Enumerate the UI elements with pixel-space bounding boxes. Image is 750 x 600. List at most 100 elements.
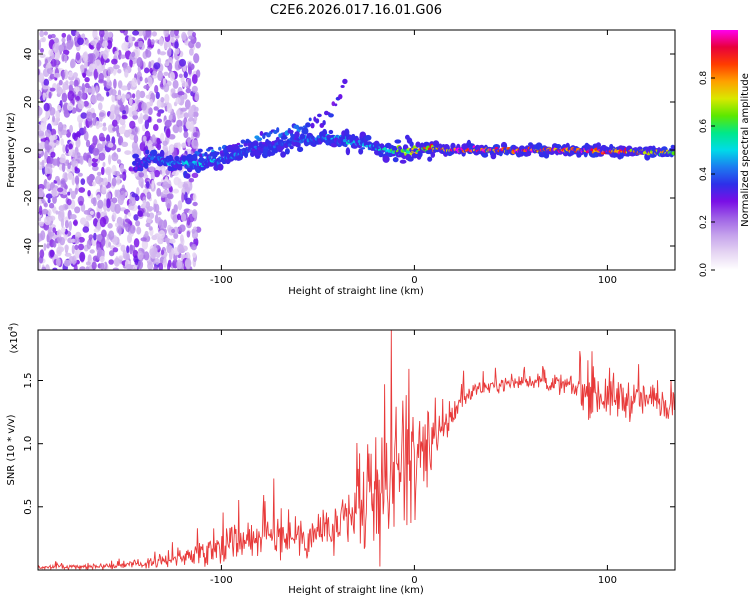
ridge-halo [152,149,158,157]
noise-blob [79,155,84,165]
noise-blob [50,128,57,136]
ridge-halo [364,134,372,141]
ridge-halo [134,157,141,163]
noise-blob [178,224,186,232]
noise-blob [121,42,127,51]
ridge-halo [192,153,198,160]
noise-blob [150,39,155,45]
snr-xtick-label: -100 [210,575,233,586]
noise-blob [128,97,133,106]
branch-blob [236,142,241,146]
noise-blob [113,78,117,89]
noise-blob [119,118,126,126]
noise-blob [144,30,152,38]
noise-blob [93,218,98,227]
noise-blob [102,126,107,132]
noise-blob [95,85,99,94]
noise-blob [138,40,144,48]
noise-blob [48,231,55,237]
noise-blob [102,122,107,127]
noise-blob [151,179,155,190]
noise-blob [97,199,104,209]
noise-blob [38,205,43,216]
noise-blob [132,145,140,155]
noise-blob [118,226,122,236]
noise-blob [95,120,101,130]
ridge-halo [132,153,140,159]
noise-blob [101,229,107,238]
noise-blob [102,177,109,186]
noise-blob [156,137,161,144]
noise-blob [71,30,77,37]
noise-blob [163,145,168,153]
noise-blob [178,125,183,133]
noise-blob [65,159,70,164]
noise-blob [131,103,138,111]
noise-blob [171,228,176,234]
noise-blob [153,265,158,270]
noise-blob [106,40,113,50]
ridge-halo [481,152,489,158]
snr-ytick-label: 1.0 [23,436,34,452]
noise-blob [181,192,185,203]
noise-blob [49,249,55,258]
noise-blob [131,110,139,116]
noise-blob [131,93,136,99]
noise-blob [55,257,61,267]
snr-ytick-label: 0.5 [23,499,34,515]
ridge-core [208,155,212,159]
noise-blob [52,195,57,204]
noise-blob [85,266,90,270]
noise-blob [46,181,51,190]
noise-blob [135,89,141,100]
noise-blob [121,141,129,147]
branch-blob [305,122,311,128]
noise-blob [111,197,118,204]
noise-blob [64,50,69,56]
noise-blob [80,217,87,225]
branch-blob [207,146,214,150]
noise-blob [87,190,91,197]
noise-blob [68,143,73,150]
noise-blob [46,243,50,249]
noise-blob [175,97,181,105]
noise-blob [173,176,181,186]
noise-blob [158,230,166,239]
noise-blob [105,79,112,89]
noise-blob [141,102,147,111]
noise-blob [139,141,146,152]
noise-blob [142,199,147,207]
noise-blob [118,255,124,260]
noise-blob [56,86,63,95]
noise-blob [153,62,161,70]
noise-blob [188,78,192,87]
noise-blob [132,249,137,255]
branch-blob [240,139,246,144]
noise-blob [176,119,183,128]
noise-blob [39,30,45,38]
ridge-halo [392,157,399,163]
noise-blob [47,198,51,204]
colorbar-label: Normalized spectral amplitude [740,73,750,227]
noise-blob [144,230,149,237]
noise-blob [163,71,169,76]
noise-blob [85,214,93,221]
snr-marks [38,330,675,570]
snr-frame [37,329,676,571]
noise-blob [174,47,180,55]
noise-blob [52,206,57,214]
noise-blob [132,30,140,36]
noise-blob [47,34,53,39]
noise-blob [71,244,75,255]
noise-blob [193,126,197,134]
branch-blob [322,120,326,126]
noise-blob [67,162,71,170]
noise-blob [98,132,105,142]
noise-blob [82,52,89,62]
noise-blob [156,99,162,109]
noise-blob [49,202,55,209]
noise-blob [127,212,132,217]
noise-blob [178,73,183,79]
ridge-core [383,146,387,151]
noise-blob [44,264,50,270]
